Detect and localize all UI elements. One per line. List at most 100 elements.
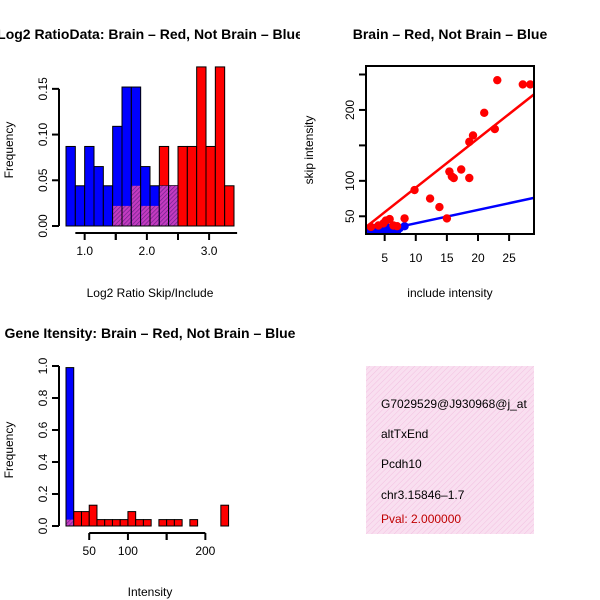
intensity-scatter-axes: 5 10 15 20 25 50 100 200 bbox=[343, 75, 516, 265]
ratio-histogram-bar-red bbox=[178, 146, 187, 226]
intensity-histogram-y-tick-label: 0.0 bbox=[36, 517, 50, 534]
info-panel-background bbox=[366, 366, 534, 534]
intensity-histogram-bar-red bbox=[221, 505, 229, 526]
scatter-x-tick-label: 25 bbox=[502, 251, 516, 265]
intensity-histogram-title: Gene Itensity: Brain – Red, Not Brain – … bbox=[5, 325, 296, 341]
scatter-point-red bbox=[410, 186, 418, 194]
ratio-histogram-xlabel: Log2 Ratio Skip/Include bbox=[87, 286, 214, 300]
intensity-histogram-y-tick-label: 0.6 bbox=[36, 421, 50, 438]
ratio-histogram-bar-red bbox=[206, 146, 215, 226]
ratio-histogram-bar-blue bbox=[122, 87, 131, 226]
scatter-x-tick-label: 15 bbox=[440, 251, 454, 265]
ratio-histogram-y-tick-label: 0.00 bbox=[36, 214, 50, 238]
ratio-histogram-y-tick-label: 0.05 bbox=[36, 168, 50, 192]
intensity-histogram-bar-red bbox=[105, 520, 113, 526]
scatter-point-blue bbox=[400, 222, 408, 230]
info-panel: G7029529@J930968@j_at altTxEnd Pcdh10 ch… bbox=[366, 366, 534, 534]
intensity-histogram-x-tick-label: 200 bbox=[195, 544, 215, 558]
intensity-histogram-bar-red bbox=[143, 520, 151, 526]
scatter-point-red bbox=[367, 223, 375, 231]
intensity-histogram-bar-red bbox=[174, 520, 182, 526]
intensity-histogram-bar-red bbox=[81, 512, 89, 526]
scatter-point-red bbox=[400, 214, 408, 222]
scatter-point-red bbox=[457, 165, 465, 173]
intensity-histogram-bar-blue bbox=[66, 368, 74, 526]
ratio-histogram-bar-overlap bbox=[151, 206, 159, 226]
scatter-x-tick-label: 5 bbox=[381, 251, 388, 265]
intensity-histogram-x-tick-label: 100 bbox=[118, 544, 138, 558]
ratio-histogram-bar-overlap bbox=[113, 206, 121, 226]
intensity-histogram-y-tick-label: 1.0 bbox=[36, 357, 50, 374]
intensity-histogram-bar-red bbox=[136, 520, 144, 526]
scatter-point-red bbox=[491, 125, 499, 133]
ratio-histogram-x-tick-label: 2.0 bbox=[139, 244, 156, 258]
intensity-histogram-ylabel: Frequency bbox=[2, 422, 16, 479]
ratio-histogram-bar-overlap bbox=[169, 186, 177, 226]
ratio-histogram-bar-blue bbox=[94, 167, 103, 226]
figure-canvas: Log2 RatioData: Brain – Red, Not Brain –… bbox=[0, 0, 600, 600]
ratio-histogram-bar-red bbox=[197, 67, 206, 226]
intensity-histogram-bars bbox=[66, 368, 229, 526]
scatter-y-tick-label: 200 bbox=[343, 100, 357, 120]
scatter-point-red bbox=[469, 131, 477, 139]
ratio-histogram-title: Log2 RatioData: Brain – Red, Not Brain –… bbox=[0, 26, 303, 42]
scatter-point-red bbox=[493, 76, 501, 84]
scatter-point-red bbox=[519, 80, 527, 88]
intensity-histogram-bar-red bbox=[97, 520, 105, 526]
ratio-histogram-bar-overlap bbox=[123, 206, 131, 226]
intensity-histogram-bar-overlap bbox=[67, 520, 74, 526]
info-gene-name: Pcdh10 bbox=[381, 457, 422, 471]
ratio-histogram-bar-overlap bbox=[141, 206, 149, 226]
intensity-histogram-y-tick-label: 0.8 bbox=[36, 389, 50, 406]
ratio-histogram-bar-overlap bbox=[132, 186, 140, 226]
ratio-histogram-ylabel: Frequency bbox=[2, 122, 16, 179]
intensity-histogram-bar-red bbox=[190, 520, 198, 526]
ratio-histogram-bar-blue bbox=[75, 186, 84, 226]
intensity-histogram-x-tick-label: 50 bbox=[83, 544, 97, 558]
intensity-histogram-bar-red bbox=[167, 520, 175, 526]
ratio-histogram-x-tick-label: 1.0 bbox=[76, 244, 93, 258]
intensity-histogram-bar-red bbox=[120, 520, 128, 526]
ratio-histogram-y-tick-label: 0.15 bbox=[36, 77, 50, 101]
intensity-scatter-xlabel: include intensity bbox=[407, 286, 492, 300]
scatter-y-tick-label: 50 bbox=[343, 209, 357, 223]
ratio-histogram-bar-blue bbox=[103, 186, 112, 226]
scatter-point-red bbox=[435, 203, 443, 211]
intensity-histogram-panel: Gene Itensity: Brain – Red, Not Brain – … bbox=[2, 325, 296, 599]
intensity-histogram-axes: 50 100 200 0.0 0.2 0.4 0.6 0.8 1.0 bbox=[36, 357, 216, 558]
ratio-histogram-x-tick-label: 3.0 bbox=[201, 244, 218, 258]
ratio-histogram-bar-overlap bbox=[160, 186, 168, 226]
intensity-histogram-bar-red bbox=[159, 520, 167, 526]
ratio-histogram-bar-red bbox=[225, 186, 234, 226]
intensity-histogram-y-tick-label: 0.2 bbox=[36, 485, 50, 502]
intensity-histogram-xlabel: Intensity bbox=[128, 585, 173, 599]
info-location: chr3.15846–1.7 bbox=[381, 488, 465, 502]
scatter-point-red bbox=[393, 222, 401, 230]
intensity-histogram-bar-red bbox=[74, 512, 82, 526]
intensity-histogram-bar-red bbox=[89, 505, 97, 526]
scatter-point-red bbox=[443, 214, 451, 222]
scatter-x-tick-label: 10 bbox=[409, 251, 423, 265]
scatter-fit-line-red bbox=[366, 94, 534, 227]
ratio-histogram-panel: Log2 RatioData: Brain – Red, Not Brain –… bbox=[0, 26, 303, 300]
scatter-point-red bbox=[465, 174, 473, 182]
intensity-scatter-panel: Brain – Red, Not Brain – Blue 5 10 15 20 255… bbox=[302, 26, 547, 300]
intensity-histogram-bar-red bbox=[128, 512, 136, 526]
intensity-scatter-points bbox=[366, 76, 535, 236]
ratio-histogram-bar-blue bbox=[66, 146, 75, 226]
scatter-point-red bbox=[480, 109, 488, 117]
ratio-histogram-y-tick-label: 0.10 bbox=[36, 123, 50, 147]
intensity-scatter-ylabel: skip intensity bbox=[302, 116, 316, 185]
ratio-histogram-bars bbox=[66, 67, 234, 226]
info-probe-id: G7029529@J930968@j_at bbox=[381, 397, 527, 411]
ratio-histogram-bar-red bbox=[215, 67, 224, 226]
ratio-histogram-bar-red bbox=[187, 146, 196, 226]
scatter-x-tick-label: 20 bbox=[471, 251, 485, 265]
info-pval: Pval: 2.000000 bbox=[381, 512, 461, 526]
info-event-type: altTxEnd bbox=[381, 427, 428, 441]
intensity-scatter-title: Brain – Red, Not Brain – Blue bbox=[353, 26, 548, 42]
scatter-point-red bbox=[450, 174, 458, 182]
scatter-y-tick-label: 100 bbox=[343, 171, 357, 191]
ratio-histogram-bar-blue bbox=[85, 146, 94, 226]
intensity-scatter-box bbox=[366, 66, 534, 234]
